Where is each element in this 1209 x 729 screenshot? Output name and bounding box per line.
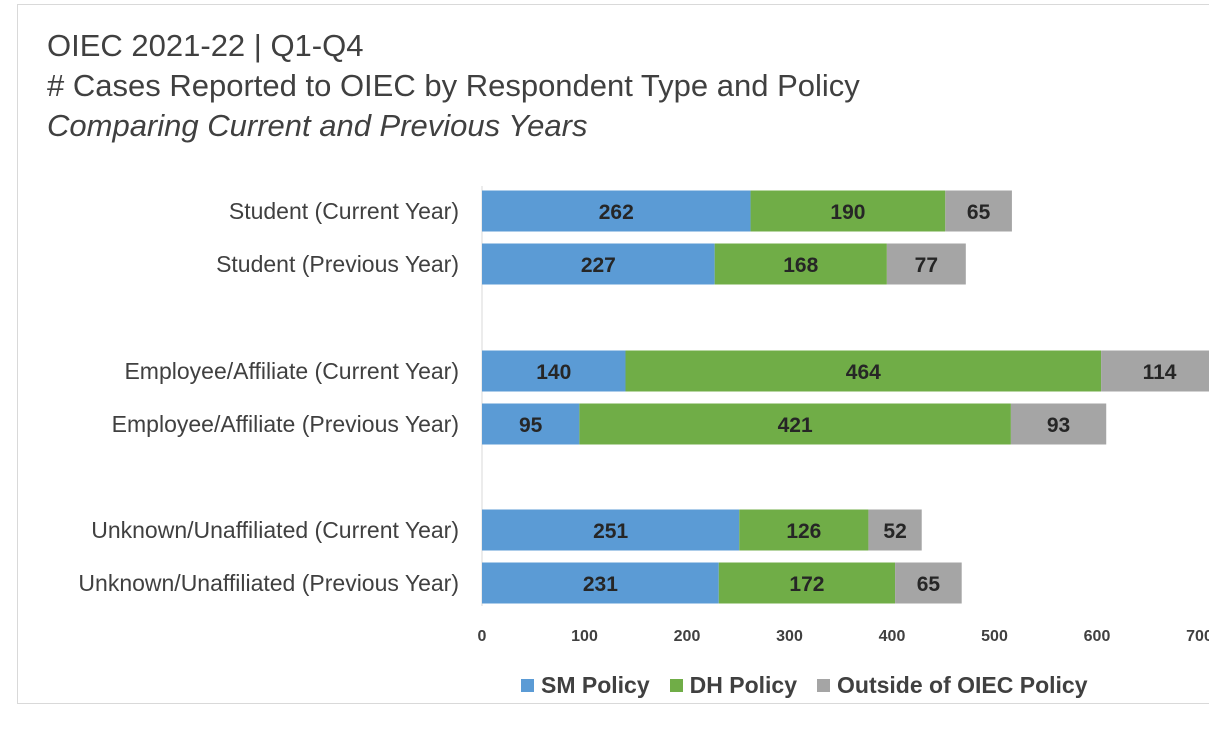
legend-swatch [521,679,534,692]
bar-value-label: 172 [789,573,824,596]
x-tick-label: 200 [674,628,701,645]
bar-segment [625,350,1102,392]
bar-value-label: 251 [593,520,628,543]
bar-segment [579,403,1011,445]
bar-segment [750,190,946,232]
bar-value-label: 77 [915,254,938,277]
legend-item: Outside of OIEC Policy [817,672,1088,699]
bar-segment [945,190,1012,232]
category-label: Unknown/Unaffiliated (Current Year) [91,517,459,543]
legend-label: DH Policy [689,672,798,698]
legend-label: SM Policy [541,672,650,698]
bar-value-label: 140 [536,361,571,384]
bar-segment [1010,403,1107,445]
bar-value-label: 95 [519,414,543,437]
category-label: Employee/Affiliate (Previous Year) [112,411,459,437]
bar-value-label: 227 [581,254,616,277]
bar-segment [482,509,740,551]
bar-segment [482,350,626,392]
bar-value-label: 231 [583,573,618,596]
bar-value-label: 421 [778,414,813,437]
bar-segment [868,509,922,551]
x-tick-label: 500 [981,628,1008,645]
bar-segment [714,243,887,285]
bar-segment [739,509,869,551]
legend-item: DH Policy [669,672,798,699]
bar-segment [482,403,580,445]
chart-subtitle: # Cases Reported to OIEC by Respondent T… [47,68,860,103]
category-label: Student (Previous Year) [216,251,459,277]
bar-segment [718,562,896,604]
bar-value-label: 114 [1143,361,1177,384]
bar-value-label: 190 [830,201,865,224]
legend-label: Outside of OIEC Policy [837,672,1088,698]
bar-segment [482,562,719,604]
legend-swatch [817,679,831,692]
bar-value-label: 52 [883,520,906,543]
x-tick-label: 700 [1186,628,1209,645]
bar-value-label: 262 [599,201,634,224]
chart-subtitle-italic: Comparing Current and Previous Years [47,108,588,143]
legend-item: SM Policy [521,672,650,699]
bar-value-label: 464 [846,361,881,384]
bar-value-label: 65 [967,201,991,224]
legend-swatch [669,679,683,692]
bar-value-label: 93 [1047,414,1070,437]
bar-segment [482,190,751,232]
bar-segment [886,243,966,285]
bar-value-label: 126 [786,520,821,543]
x-tick-label: 400 [879,628,906,645]
bar-value-label: 65 [917,573,941,596]
x-tick-label: 100 [571,628,598,645]
category-label: Unknown/Unaffiliated (Previous Year) [78,570,459,596]
category-label: Student (Current Year) [229,198,459,224]
x-tick-label: 600 [1084,628,1111,645]
bar-value-label: 168 [783,254,818,277]
bar-segment [1101,350,1209,392]
title-block: OIEC 2021-22 | Q1-Q4 # Cases Reported to… [47,26,860,146]
x-tick-label: 300 [776,628,803,645]
chart-title: OIEC 2021-22 | Q1-Q4 [47,28,364,63]
bar-segment [482,243,715,285]
category-label: Employee/Affiliate (Current Year) [124,358,459,384]
bar-segment [895,562,962,604]
chart-frame [17,4,1209,704]
chart-legend: SM Policy DH Policy Outside of OIEC Policy [521,672,1108,699]
x-tick-label: 0 [478,628,487,645]
